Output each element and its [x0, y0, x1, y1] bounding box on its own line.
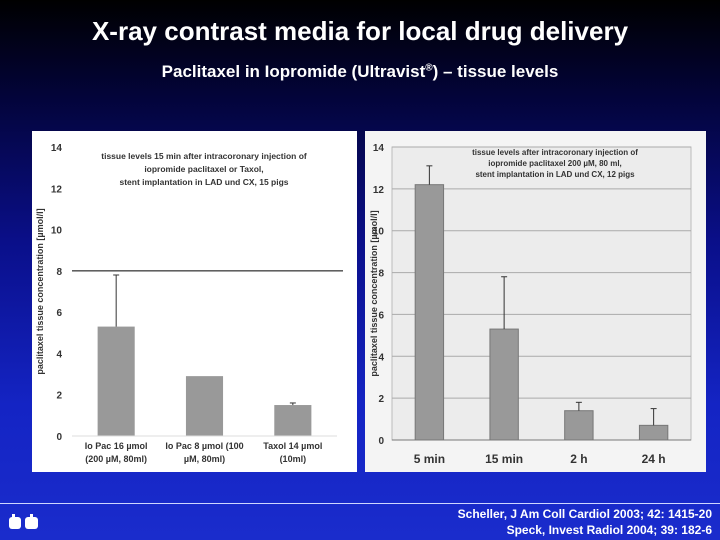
citation-line: Speck, Invest Radiol 2004; 39: 182-6 [506, 523, 712, 537]
y-tick-label: 14 [373, 143, 385, 154]
subtitle-tail: ) – tissue levels [432, 62, 559, 81]
y-tick-label: 10 [373, 227, 385, 238]
x-tick-label: 2 h [570, 452, 587, 466]
x-tick-label: µM, 80ml) [184, 454, 225, 464]
y-tick-label: 6 [56, 308, 62, 319]
chart-left: 0 2 4 6 8 10 12 14 paclitaxel tissue concentrati… [35, 143, 343, 464]
y-axis-label: paclitaxel tissue concentration [µmol/l] [35, 208, 45, 374]
x-tick-label: 24 h [642, 452, 666, 466]
chart-title-line: iopromide paclitaxel 200 µM, 80 ml, [488, 159, 622, 168]
y-tick-label: 12 [51, 184, 63, 195]
footer-divider [0, 503, 720, 504]
chart-right: 0 2 4 6 8 10 12 14 paclitaxel tissue concentrati… [369, 143, 692, 466]
y-tick-label: 6 [378, 310, 384, 321]
y-tick-label: 2 [378, 394, 384, 405]
y-tick-label: 10 [51, 226, 63, 237]
y-tick-label: 4 [56, 349, 62, 360]
chart-title-line: stent implantation in LAD und CX, 15 pig… [119, 177, 288, 187]
chart-panel-left: 0 2 4 6 8 10 12 14 paclitaxel tissue concentrati… [32, 131, 357, 472]
bar [274, 405, 312, 436]
chart-title-line: tissue levels after intracoronary inject… [472, 148, 638, 157]
y-tick-label: 12 [373, 185, 385, 196]
chart-title-line: tissue levels 15 min after intracoronary… [101, 151, 307, 161]
x-tick-label: Io Pac 8 µmol (100 [165, 441, 243, 451]
slide-subtitle: Paclitaxel in Iopromide (Ultravist®) – t… [0, 62, 720, 82]
x-tick-label: (10ml) [280, 454, 307, 464]
y-tick-label: 4 [378, 352, 384, 363]
x-tick-label: Io Pac 16 µmol [85, 441, 148, 451]
y-tick-label: 14 [51, 143, 63, 154]
bar [564, 410, 594, 441]
logo-icon [9, 514, 38, 529]
slide-title: X-ray contrast media for local drug deli… [91, 16, 629, 46]
citation-line: Scheller, J Am Coll Cardiol 2003; 42: 14… [457, 507, 712, 521]
y-tick-label: 8 [378, 269, 384, 280]
bar [638, 424, 669, 441]
bar [414, 184, 445, 441]
chart-title-line: iopromide paclitaxel or Taxol, [144, 164, 263, 174]
y-tick-label: 2 [56, 391, 62, 402]
subtitle-main: Paclitaxel in Iopromide (Ultravist [161, 62, 426, 81]
y-tick-label: 0 [378, 436, 384, 447]
x-tick-label: 5 min [414, 452, 445, 466]
bar [185, 376, 224, 436]
registered-mark: ® [425, 62, 433, 74]
y-axis-label: paclitaxel tissue concentration [µmol/l] [369, 210, 379, 376]
x-tick-label: 15 min [485, 452, 523, 466]
bar [489, 328, 519, 441]
x-tick-label: Taxol 14 µmol [263, 441, 322, 451]
bar [97, 326, 135, 436]
chart-title-line: stent implantation in LAD und CX, 12 pig… [475, 170, 635, 179]
y-tick-label: 8 [56, 267, 62, 278]
chart-panel-right: 0 2 4 6 8 10 12 14 paclitaxel tissue concentrati… [365, 131, 706, 472]
citation: Scheller, J Am Coll Cardiol 2003; 42: 14… [458, 506, 712, 538]
x-tick-label: (200 µM, 80ml) [85, 454, 147, 464]
y-tick-label: 0 [56, 432, 62, 443]
